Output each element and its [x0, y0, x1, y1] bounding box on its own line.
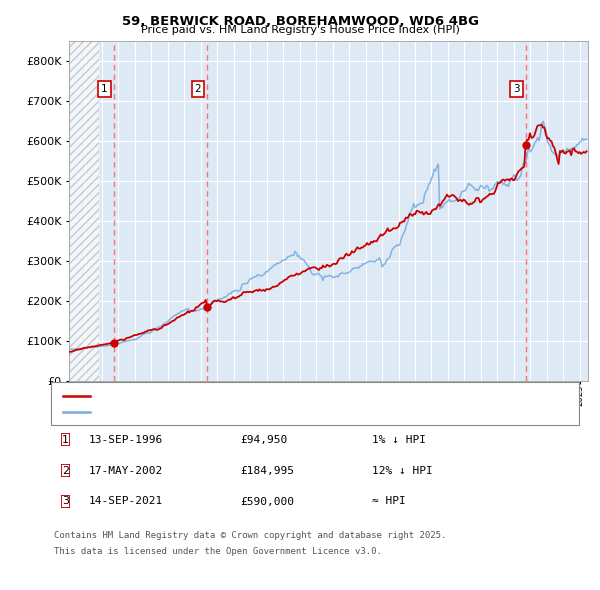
Text: This data is licensed under the Open Government Licence v3.0.: This data is licensed under the Open Gov… — [54, 547, 382, 556]
Text: 2: 2 — [62, 466, 69, 476]
FancyBboxPatch shape — [61, 464, 70, 477]
Text: 3: 3 — [62, 497, 69, 506]
Text: 59, BERWICK ROAD, BOREHAMWOOD, WD6 4BG: 59, BERWICK ROAD, BOREHAMWOOD, WD6 4BG — [121, 15, 479, 28]
Text: 59, BERWICK ROAD, BOREHAMWOOD, WD6 4BG (semi-detached house): 59, BERWICK ROAD, BOREHAMWOOD, WD6 4BG (… — [97, 391, 473, 401]
Text: 1% ↓ HPI: 1% ↓ HPI — [372, 435, 426, 444]
Bar — [69, 41, 99, 381]
Text: 1: 1 — [62, 435, 69, 444]
Bar — [69, 41, 99, 381]
FancyBboxPatch shape — [61, 495, 70, 508]
Text: £590,000: £590,000 — [240, 497, 294, 506]
Text: HPI: Average price, semi-detached house, Hertsmere: HPI: Average price, semi-detached house,… — [97, 407, 374, 417]
Text: £94,950: £94,950 — [240, 435, 287, 444]
Text: 1: 1 — [101, 84, 108, 94]
Text: 12% ↓ HPI: 12% ↓ HPI — [372, 466, 433, 476]
Text: 17-MAY-2002: 17-MAY-2002 — [89, 466, 163, 476]
Text: 2: 2 — [194, 84, 202, 94]
Text: Contains HM Land Registry data © Crown copyright and database right 2025.: Contains HM Land Registry data © Crown c… — [54, 531, 446, 540]
Text: 14-SEP-2021: 14-SEP-2021 — [89, 497, 163, 506]
Text: ≈ HPI: ≈ HPI — [372, 497, 406, 506]
Text: 13-SEP-1996: 13-SEP-1996 — [89, 435, 163, 444]
Text: Price paid vs. HM Land Registry's House Price Index (HPI): Price paid vs. HM Land Registry's House … — [140, 25, 460, 35]
FancyBboxPatch shape — [61, 433, 70, 446]
Text: 3: 3 — [513, 84, 520, 94]
Text: £184,995: £184,995 — [240, 466, 294, 476]
